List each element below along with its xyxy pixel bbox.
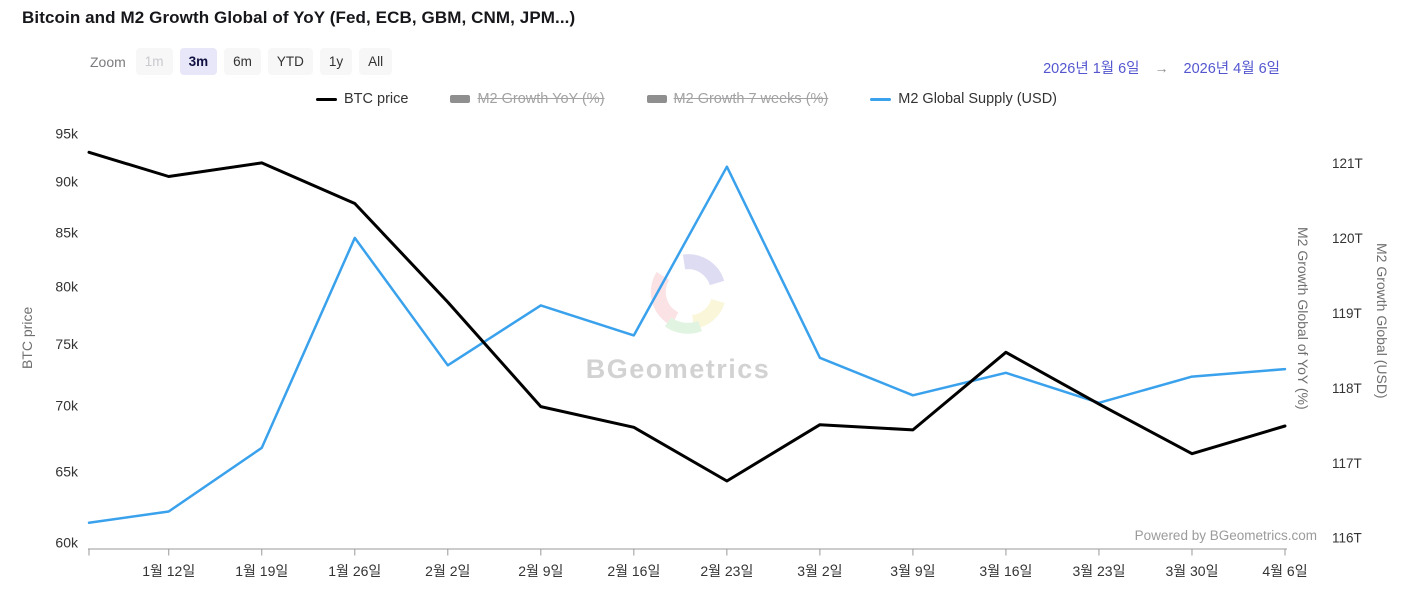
- m2-tick-label: 116T: [1332, 531, 1362, 546]
- btc-tick-label: 85k: [55, 224, 79, 240]
- zoom-button-group: 1m 3m 6m YTD 1y All: [135, 48, 399, 75]
- m2-tick-label: 120T: [1332, 231, 1363, 246]
- x-tick-label: 2월 2일: [425, 563, 470, 579]
- m2-global-supply-usd-legend-marker-icon: [870, 97, 892, 101]
- watermark-logo: [650, 254, 725, 334]
- m2-tick-label: 118T: [1332, 381, 1362, 396]
- date-range: 2026년 1월 6일 → 2026년 4월 6일: [1043, 57, 1280, 78]
- powered-by: Powered by BGeometrics.com: [1134, 528, 1317, 543]
- m2-growth-7-weeks-legend-marker-icon: [646, 95, 667, 103]
- btc-tick-label: 60k: [55, 535, 79, 551]
- x-tick-label: 3월 2일: [797, 563, 842, 579]
- btc-tick-label: 75k: [55, 336, 79, 352]
- page-title: Bitcoin and M2 Growth Global of YoY (Fed…: [22, 8, 576, 27]
- x-tick-label: 1월 19일: [235, 563, 288, 579]
- x-tick-label: 3월 9일: [890, 563, 935, 579]
- zoom-label: Zoom: [90, 54, 126, 70]
- zoom-button-ytd[interactable]: YTD: [267, 48, 313, 75]
- legend-item-label: M2 Growth YoY (%): [477, 91, 605, 107]
- watermark-text: BGeometrics: [586, 354, 771, 384]
- range-end-date[interactable]: 2026년 4월 6일: [1183, 61, 1280, 77]
- x-tick-label: 2월 16일: [607, 563, 660, 579]
- legend-item-label: M2 Global Supply (USD): [898, 91, 1057, 107]
- range-arrow-icon: →: [1154, 59, 1169, 76]
- legend: BTC price M2 Growth YoY (%) M2 Growth 7 we…: [88, 87, 1285, 111]
- m2-tick-label: 117T: [1332, 456, 1362, 471]
- x-tick-label: 1월 26일: [328, 563, 381, 579]
- legend-item-m2-global-supply-usd[interactable]: M2 Global Supply (USD): [870, 91, 1057, 107]
- zoom-button-1y[interactable]: 1y: [319, 48, 353, 75]
- btc-price-line[interactable]: [87, 150, 1287, 483]
- range-selector-toolbar: Zoom 1m 3m 6m YTD 1y All: [90, 48, 399, 75]
- btc-tick-label: 70k: [55, 397, 79, 413]
- x-tick-label: 3월 30일: [1165, 563, 1218, 579]
- btc-tick-label: 90k: [55, 173, 79, 189]
- x-tick-label: 1월 12일: [142, 563, 195, 579]
- zoom-button-all[interactable]: All: [359, 48, 393, 75]
- m2-global-supply-line[interactable]: [87, 165, 1287, 524]
- x-tick-label: 2월 9일: [518, 563, 563, 579]
- btc-tick-label: 80k: [55, 278, 79, 294]
- legend-item-label: M2 Growth 7 weeks (%): [673, 91, 829, 107]
- zoom-button-3m[interactable]: 3m: [179, 48, 218, 75]
- x-tick-label: 4월 6일: [1262, 563, 1307, 579]
- x-tick-label: 2월 23일: [700, 563, 753, 579]
- m2-tick-label: 119T: [1332, 306, 1362, 321]
- legend-item-m2-growth-yoy[interactable]: M2 Growth YoY (%): [450, 91, 605, 107]
- btc-tick-label: 95k: [55, 125, 79, 141]
- zoom-button-1m: 1m: [135, 48, 173, 75]
- legend-item-m2-growth-7-weeks[interactable]: M2 Growth 7 weeks (%): [646, 91, 829, 107]
- range-start-date[interactable]: 2026년 1월 6일: [1043, 61, 1140, 77]
- m2-growth-yoy-legend-marker-icon: [450, 95, 471, 103]
- x-tick-label: 3월 16일: [979, 563, 1032, 579]
- btc-price-legend-marker-icon: [315, 97, 337, 101]
- legend-item-btc-price[interactable]: BTC price: [315, 91, 409, 107]
- zoom-button-6m[interactable]: 6m: [224, 48, 261, 75]
- btc-tick-label: 65k: [55, 463, 79, 479]
- x-tick-label: 3월 23일: [1072, 563, 1125, 579]
- m2-tick-label: 121T: [1332, 156, 1363, 171]
- legend-item-label: BTC price: [343, 91, 409, 107]
